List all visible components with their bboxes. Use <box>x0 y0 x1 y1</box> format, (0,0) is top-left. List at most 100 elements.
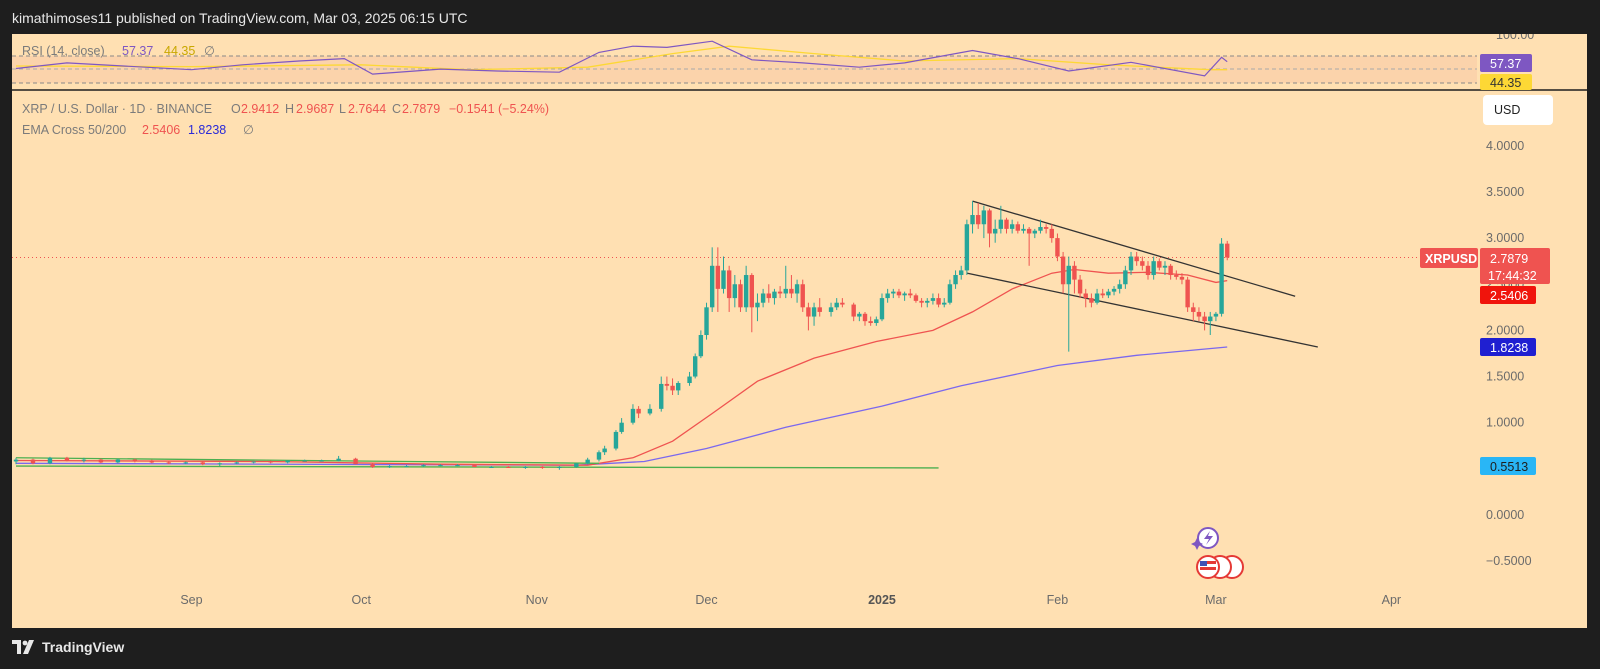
trendline-channel-top[interactable] <box>972 200 1296 297</box>
candle-body <box>789 288 794 294</box>
candle <box>664 376 670 391</box>
candle-body <box>1225 243 1230 258</box>
candle <box>987 208 992 248</box>
candle <box>1015 221 1021 234</box>
candle-body <box>851 304 856 317</box>
candle <box>613 430 619 451</box>
candle <box>336 455 341 462</box>
rsi-legend-ma: 44.35 <box>164 44 195 58</box>
candle-body <box>489 467 494 469</box>
candle-body <box>1049 228 1054 239</box>
candle <box>404 465 409 468</box>
candle <box>506 466 511 469</box>
candle <box>557 466 562 470</box>
candle <box>936 293 941 308</box>
candle <box>1055 233 1060 262</box>
candle <box>630 404 636 425</box>
tradingview-logo-icon <box>12 640 34 654</box>
candle-body <box>1004 219 1009 229</box>
candle <box>749 273 754 333</box>
ohlc-close: 2.7879 <box>402 102 440 116</box>
candle-body <box>285 460 290 463</box>
rsi-axis-top: 100.00 <box>1496 34 1534 42</box>
candle <box>1174 270 1179 280</box>
candle-body <box>777 291 783 294</box>
candle-body <box>947 284 953 303</box>
candle <box>1117 279 1122 294</box>
candle-body <box>766 293 771 299</box>
candle-body <box>585 459 590 464</box>
candle-body <box>183 462 188 464</box>
trendline-support-top[interactable] <box>15 457 599 464</box>
price-chart[interactable]: RSI (14, close) 57.37 44.35 ∅ 100.00 57.… <box>12 34 1587 628</box>
candle <box>1202 311 1207 331</box>
candle-body <box>670 385 675 391</box>
economic-events-icon[interactable] <box>1196 555 1244 579</box>
candle-body <box>738 284 743 308</box>
candle-body <box>1213 313 1219 317</box>
candle <box>251 461 256 464</box>
candle <box>919 298 924 308</box>
candle-body <box>1094 293 1100 303</box>
candle-body <box>987 210 992 234</box>
time-tick-label: Oct <box>352 593 372 607</box>
candle-body <box>964 224 970 271</box>
candle-body <box>336 458 341 461</box>
rsi-line <box>15 40 1228 77</box>
ideas-icon[interactable] <box>1191 527 1219 550</box>
candle <box>840 298 845 308</box>
symbol-tag <box>1420 248 1478 268</box>
currency-button[interactable] <box>1483 95 1553 125</box>
ema-legend-fast: 2.5406 <box>142 123 180 137</box>
candle-body <box>1162 265 1168 268</box>
candle <box>704 302 709 340</box>
candle <box>981 205 987 239</box>
candle-body <box>1219 243 1224 314</box>
candle <box>959 265 964 280</box>
ema-legend-label: EMA Cross 50/200 <box>22 123 126 137</box>
candle <box>732 275 738 308</box>
candle-body <box>1072 265 1077 280</box>
trendline-support-bottom[interactable] <box>15 465 939 469</box>
candle <box>800 279 805 312</box>
candle-body <box>885 293 890 299</box>
candle-body <box>936 298 941 305</box>
candle-body <box>659 383 664 409</box>
trendlines[interactable] <box>15 200 1318 469</box>
candle <box>472 464 477 468</box>
candle-body <box>976 215 981 225</box>
candle-body <box>664 383 670 386</box>
candle <box>1049 224 1054 243</box>
candle <box>387 465 392 468</box>
ohlc-high: 2.9687 <box>296 102 334 116</box>
rsi-legend-label: RSI (14, close) <box>22 44 105 58</box>
time-tick-label: Sep <box>180 593 202 607</box>
candle-body <box>13 459 19 462</box>
tradingview-logo[interactable]: TradingView <box>12 639 124 655</box>
candle-body <box>64 457 70 461</box>
candle <box>811 302 817 326</box>
candle <box>687 371 692 386</box>
candle-body <box>132 459 138 462</box>
candle-body <box>387 466 392 468</box>
candle <box>698 330 704 359</box>
candle-body <box>523 467 528 469</box>
candle-body <box>925 300 930 303</box>
candle <box>913 293 919 303</box>
candles <box>13 201 1230 470</box>
trendline-channel-bottom[interactable] <box>966 272 1318 348</box>
ohlc-legend: O 2.9412 H 2.9687 L 2.7644 C 2.7879 −0.1… <box>231 102 549 116</box>
ema-slow-tag <box>1480 338 1536 356</box>
candle-body <box>1077 279 1083 294</box>
candle <box>1157 258 1162 271</box>
candle-body <box>404 466 409 468</box>
candle <box>834 298 839 311</box>
candle-body <box>698 335 704 357</box>
candle-body <box>302 460 307 462</box>
ema200-line <box>15 346 1228 466</box>
candle <box>1043 224 1049 234</box>
candle-body <box>981 210 987 225</box>
price-tick-label: 4.0000 <box>1486 139 1524 153</box>
candle-body <box>1117 284 1122 289</box>
candle-body <box>953 275 958 285</box>
